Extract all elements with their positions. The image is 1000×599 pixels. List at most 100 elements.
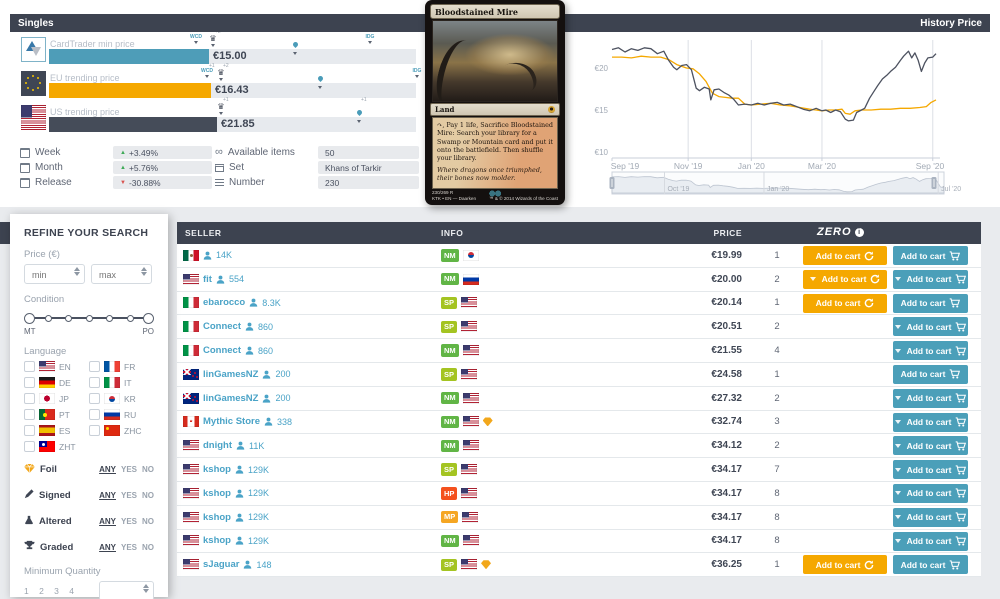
- navigator-handle[interactable]: [609, 177, 615, 189]
- condition-stop-2[interactable]: [65, 314, 72, 322]
- seller-link[interactable]: sJaguar: [203, 559, 240, 571]
- checkbox[interactable]: [24, 361, 35, 372]
- stepper-icon[interactable]: [141, 267, 147, 276]
- add-to-cart-button[interactable]: Add to cart: [893, 483, 968, 503]
- option-yes[interactable]: YES: [120, 464, 137, 474]
- language-option-zhc[interactable]: ZHC: [89, 425, 154, 436]
- stepper-icon[interactable]: [74, 267, 80, 276]
- min-quantity-input[interactable]: [100, 583, 147, 599]
- add-to-cart-button[interactable]: Add to cart: [893, 412, 968, 432]
- seller-link[interactable]: kshop: [203, 535, 231, 547]
- add-to-cart-button[interactable]: Add to cart: [893, 293, 968, 313]
- language-option-de[interactable]: DE: [24, 377, 89, 388]
- checkbox[interactable]: [24, 377, 35, 388]
- checkbox[interactable]: [24, 425, 35, 436]
- seller-link[interactable]: kshop: [203, 511, 231, 523]
- dropdown-caret-icon[interactable]: [894, 348, 901, 353]
- add-to-cart-button[interactable]: Add to cart: [893, 269, 968, 289]
- seller-link[interactable]: Connect: [203, 345, 241, 357]
- seller-link[interactable]: linGamesNZ: [203, 368, 259, 380]
- seller-link[interactable]: dnight: [203, 440, 233, 452]
- option-yes[interactable]: YES: [120, 516, 137, 526]
- option-no[interactable]: NO: [142, 542, 154, 552]
- dropdown-caret-icon[interactable]: [894, 515, 901, 520]
- it-flag-icon: [183, 297, 199, 309]
- language-option-en[interactable]: EN: [24, 361, 89, 372]
- dropdown-caret-icon[interactable]: [894, 539, 901, 544]
- checkbox[interactable]: [24, 441, 35, 452]
- condition-stop-0[interactable]: [24, 312, 35, 324]
- dropdown-caret-icon[interactable]: [809, 277, 816, 282]
- seller-link[interactable]: fit: [203, 273, 212, 285]
- add-to-cart-button[interactable]: Add to cart: [893, 436, 968, 456]
- dropdown-caret-icon[interactable]: [894, 420, 901, 425]
- condition-stop-5[interactable]: [126, 314, 134, 322]
- condition-stop-4[interactable]: [106, 314, 113, 322]
- option-no[interactable]: NO: [142, 464, 154, 474]
- navigator-handle[interactable]: [931, 177, 937, 189]
- stepper-icon[interactable]: [143, 584, 149, 593]
- zero-add-to-cart-button[interactable]: Add to cart: [803, 555, 887, 575]
- language-option-kr[interactable]: KR: [89, 393, 154, 404]
- condition-stop-1[interactable]: [44, 314, 52, 322]
- add-to-cart-button[interactable]: Add to cart: [893, 531, 968, 551]
- option-yes[interactable]: YES: [120, 542, 137, 552]
- table-row: sJaguar 148 SP €36.25 1 Add to cart Add to car…: [177, 553, 981, 578]
- checkbox[interactable]: [89, 425, 100, 436]
- language-option-it[interactable]: IT: [89, 377, 154, 388]
- checkbox[interactable]: [89, 361, 100, 372]
- dropdown-caret-icon[interactable]: [894, 491, 901, 496]
- checkbox[interactable]: [89, 393, 100, 404]
- price-max-field[interactable]: [91, 264, 152, 284]
- option-no[interactable]: NO: [142, 490, 154, 500]
- add-to-cart-button[interactable]: Add to cart: [893, 388, 968, 408]
- checkbox[interactable]: [24, 393, 35, 404]
- language-option-zht[interactable]: ZHT: [24, 441, 89, 452]
- dropdown-caret-icon[interactable]: [894, 467, 901, 472]
- add-to-cart-button[interactable]: Add to cart: [893, 364, 968, 384]
- add-to-cart-button[interactable]: Add to cart: [893, 246, 968, 265]
- checkbox[interactable]: [89, 377, 100, 388]
- language-option-es[interactable]: ES: [24, 425, 89, 436]
- condition-slider[interactable]: [24, 311, 154, 325]
- dropdown-caret-icon[interactable]: [894, 443, 901, 448]
- option-any[interactable]: ANY: [99, 464, 116, 474]
- checkbox[interactable]: [24, 409, 35, 420]
- option-no[interactable]: NO: [142, 516, 154, 526]
- checkbox[interactable]: [89, 409, 100, 420]
- add-to-cart-button[interactable]: Add to cart: [893, 317, 968, 337]
- language-option-jp[interactable]: JP: [24, 393, 89, 404]
- condition-stop-3[interactable]: [85, 314, 93, 322]
- option-yes[interactable]: YES: [120, 490, 137, 500]
- zero-add-to-cart-button[interactable]: Add to cart: [803, 269, 887, 289]
- price-max-input[interactable]: [92, 266, 139, 284]
- add-to-cart-button[interactable]: Add to cart: [893, 341, 968, 361]
- condition-stop-6[interactable]: [143, 312, 154, 324]
- language-option-ru[interactable]: RU: [89, 409, 154, 420]
- language-option-fr[interactable]: FR: [89, 361, 154, 372]
- zero-info-icon[interactable]: i: [854, 227, 864, 237]
- zero-add-to-cart-button[interactable]: Add to cart: [803, 246, 887, 265]
- svg-text:Nov '19: Nov '19: [674, 161, 703, 171]
- zero-add-to-cart-button[interactable]: Add to cart: [803, 293, 887, 313]
- price-min-input[interactable]: [25, 266, 72, 284]
- seller-link[interactable]: Connect: [203, 321, 241, 333]
- price-min-field[interactable]: [24, 264, 85, 284]
- dropdown-caret-icon[interactable]: [894, 396, 901, 401]
- option-any[interactable]: ANY: [99, 490, 116, 500]
- add-to-cart-button[interactable]: Add to cart: [893, 555, 968, 575]
- add-to-cart-button[interactable]: Add to cart: [893, 460, 968, 480]
- seller-link[interactable]: ebarocco: [203, 297, 246, 309]
- language-option-pt[interactable]: PT: [24, 409, 89, 420]
- seller-link[interactable]: linGamesNZ: [203, 392, 259, 404]
- seller-link[interactable]: Mythic Store: [203, 416, 261, 428]
- quantity-presets[interactable]: 1 2 3 4: [24, 586, 78, 596]
- min-quantity-field[interactable]: [99, 581, 154, 599]
- dropdown-caret-icon[interactable]: [894, 324, 901, 329]
- seller-link[interactable]: kshop: [203, 487, 231, 499]
- dropdown-caret-icon[interactable]: [894, 277, 901, 282]
- add-to-cart-button[interactable]: Add to cart: [893, 507, 968, 527]
- option-any[interactable]: ANY: [99, 542, 116, 552]
- seller-link[interactable]: kshop: [203, 464, 231, 476]
- option-any[interactable]: ANY: [99, 516, 116, 526]
